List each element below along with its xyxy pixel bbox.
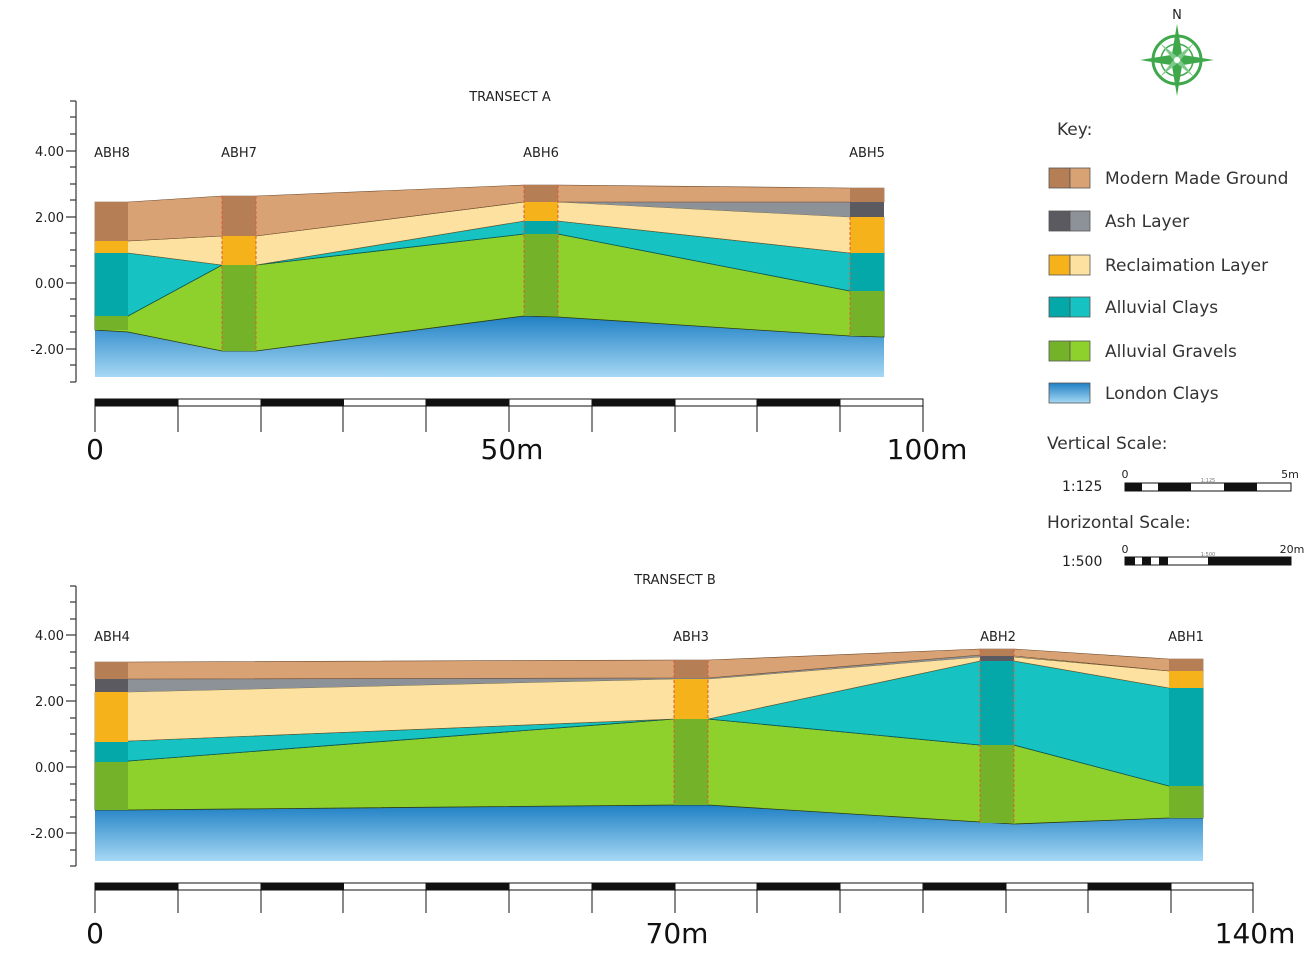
borehole-column [95,202,128,330]
borehole-label: ABH7 [221,146,257,161]
transect-b-title: TRANSECT B [633,573,716,588]
transect-a-y-axis [66,100,77,383]
legend-label: Modern Made Ground [1105,169,1288,189]
borehole-label: ABH3 [673,630,709,645]
legend-item-alluvial-clays: Alluvial Clays [1048,296,1218,318]
borehole-label: ABH1 [1168,630,1204,645]
scale-label: 70m [646,917,709,950]
scale-label: 0 [86,433,104,466]
legend-label: London Clays [1105,384,1219,404]
north-label: N [1172,8,1182,23]
legend-item-made-ground: Modern Made Ground [1048,167,1288,189]
scale-label: 100m [887,433,968,466]
transect-a-scale-bar [94,398,924,432]
borehole-label: ABH6 [523,146,559,161]
vertical-scale-end: 5m [1281,468,1299,481]
borehole-column [221,196,257,351]
y-tick-label: 2.00 [35,211,64,226]
horizontal-scale-bar [1124,556,1292,566]
transect-a-title: TRANSECT A [468,90,551,105]
legend-label: Reclaimation Layer [1105,256,1268,276]
y-tick-label: 2.00 [35,695,64,710]
y-tick-label: -2.00 [30,827,64,842]
legend-item-reclamation: Reclaimation Layer [1048,254,1268,276]
ash-layer [558,202,884,217]
scale-label: 50m [481,433,544,466]
legend-item-alluvial-gravels: Alluvial Gravels [1048,340,1237,362]
borehole-column [523,185,559,316]
y-tick-label: 0.00 [35,761,64,776]
legend-label: Ash Layer [1105,212,1189,232]
borehole-column [979,649,1015,823]
transect-b: TRANSECT B 4.00 2.00 0.00 -2.00 ABH4 ABH… [30,573,1295,950]
horizontal-scale-title: Horizontal Scale: [1047,513,1191,533]
london-clay-layer [95,316,884,377]
borehole-column [95,662,128,810]
legend-label: Alluvial Clays [1105,298,1218,318]
horizontal-scale-mid: 1:500 [1201,552,1215,558]
ash-layer [95,655,1014,692]
borehole-column [1169,659,1203,818]
y-tick-label: -2.00 [30,343,64,358]
borehole-label: ABH5 [849,146,885,161]
vertical-scale-mid: 1:125 [1201,478,1215,484]
compass-rose-icon: N [1140,8,1214,96]
y-tick-label: 0.00 [35,277,64,292]
transect-b-y-axis [66,585,77,867]
borehole-label: ABH2 [980,630,1016,645]
borehole-column [673,660,709,805]
legend-label: Alluvial Gravels [1105,342,1237,362]
scale-label: 140m [1215,917,1296,950]
y-tick-label: 4.00 [35,629,64,644]
borehole-label: ABH8 [94,146,130,161]
vertical-scale-start: 0 [1122,468,1129,481]
vertical-scale-title: Vertical Scale: [1047,434,1168,454]
horizontal-scale-end: 20m [1280,543,1305,556]
legend-item-london-clays: London Clays [1048,382,1219,404]
legend-key: Key: Modern Made Ground Ash Layer Reclai… [1047,120,1304,570]
scale-label: 0 [86,917,104,950]
borehole-column [849,188,884,336]
horizontal-scale-start: 0 [1122,543,1129,556]
transect-b-scale-bar [94,882,1254,913]
key-title: Key: [1057,120,1092,140]
vertical-scale-ratio: 1:125 [1062,479,1102,495]
borehole-label: ABH4 [94,630,130,645]
transect-a: TRANSECT A 4.00 2.00 0.00 -2.00 ABH8 ABH… [30,90,967,466]
legend-item-ash: Ash Layer [1048,210,1189,232]
vertical-scale-bar [1124,482,1292,492]
horizontal-scale-ratio: 1:500 [1062,554,1102,570]
y-tick-label: 4.00 [35,145,64,160]
